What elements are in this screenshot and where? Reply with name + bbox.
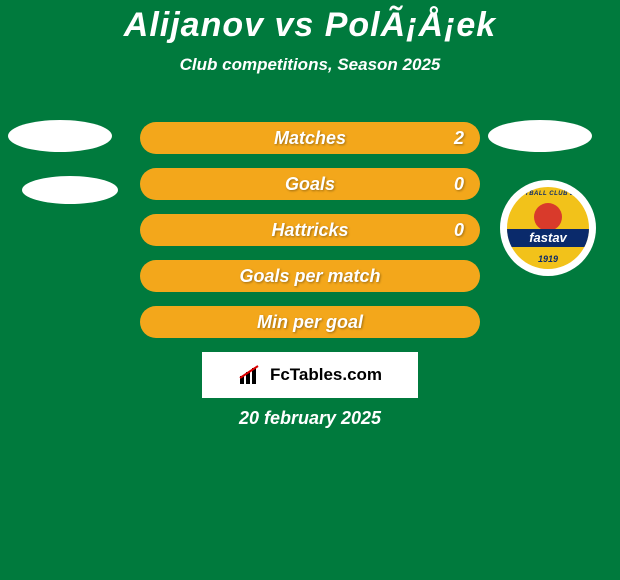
stat-row: Min per goal (140, 306, 480, 338)
stat-value-right: 0 (454, 220, 464, 241)
date-text: 20 february 2025 (0, 408, 620, 429)
branding-box: FcTables.com (202, 352, 418, 398)
club-badge-ball (534, 203, 562, 231)
stat-value-right: 2 (454, 128, 464, 149)
club-badge-stripe: fastav (507, 229, 589, 247)
stat-label: Goals (285, 174, 335, 195)
player-avatar-left (8, 120, 112, 152)
stat-row: Goals 0 (140, 168, 480, 200)
club-badge-left (22, 176, 118, 204)
stat-row: Matches 2 (140, 122, 480, 154)
club-badge-arc-text: FOOTBALL CLUB ZLIN (507, 191, 589, 197)
stat-label: Matches (274, 128, 346, 149)
stat-label: Min per goal (257, 312, 363, 333)
stat-label: Goals per match (239, 266, 380, 287)
club-badge-right: FOOTBALL CLUB ZLIN fastav 1919 (500, 180, 596, 276)
branding-text: FcTables.com (270, 365, 382, 385)
club-badge-year: 1919 (507, 254, 589, 264)
stats-panel: Matches 2 Goals 0 Hattricks 0 Goals per match M… (140, 122, 480, 352)
page-title: Alijanov vs PolÃ¡Å¡ek (0, 0, 620, 45)
bar-chart-icon (238, 364, 264, 386)
stat-row: Goals per match (140, 260, 480, 292)
player-avatar-right (488, 120, 592, 152)
stat-value-right: 0 (454, 174, 464, 195)
stat-label: Hattricks (271, 220, 348, 241)
subtitle: Club competitions, Season 2025 (0, 55, 620, 75)
stat-row: Hattricks 0 (140, 214, 480, 246)
